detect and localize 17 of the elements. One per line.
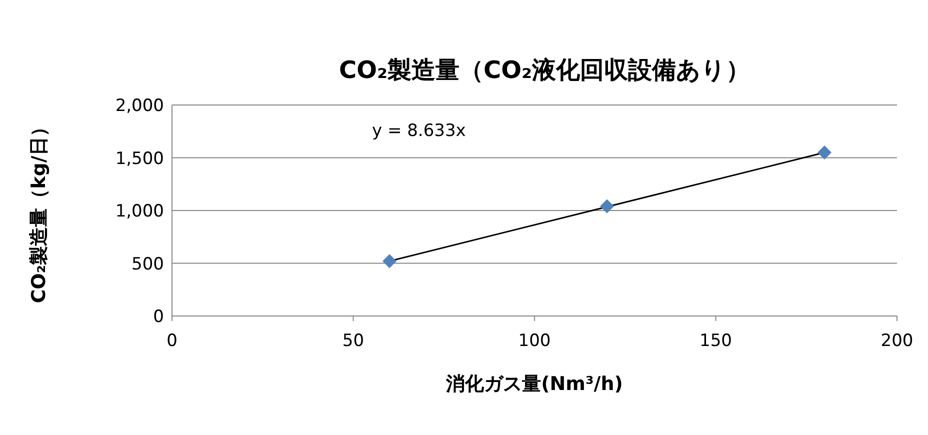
x-tick-label: 150 [700, 331, 732, 351]
point [818, 145, 832, 160]
y-tick-label: 1,000 [115, 202, 164, 222]
point [382, 254, 396, 268]
x-axis-title: 消化ガス量(Nm³/h) [445, 373, 623, 395]
x-tick-label: 0 [166, 331, 178, 351]
point [600, 199, 614, 214]
x-tick-label: 100 [518, 331, 551, 351]
y-axis-title: CO₂製造量（kg/日） [28, 118, 50, 304]
y-tick-label: 2,000 [115, 96, 164, 116]
x-tick-label: 200 [880, 331, 914, 351]
annotation: y = 8.633x [372, 121, 466, 141]
chart-title: CO₂製造量（CO₂液化回収設備あり） [338, 56, 750, 84]
y-tick-label: 1,500 [115, 148, 164, 169]
y-tick-label: 500 [132, 254, 164, 274]
x-tick-label: 50 [342, 331, 364, 351]
y-tick-label: 0 [153, 307, 164, 327]
